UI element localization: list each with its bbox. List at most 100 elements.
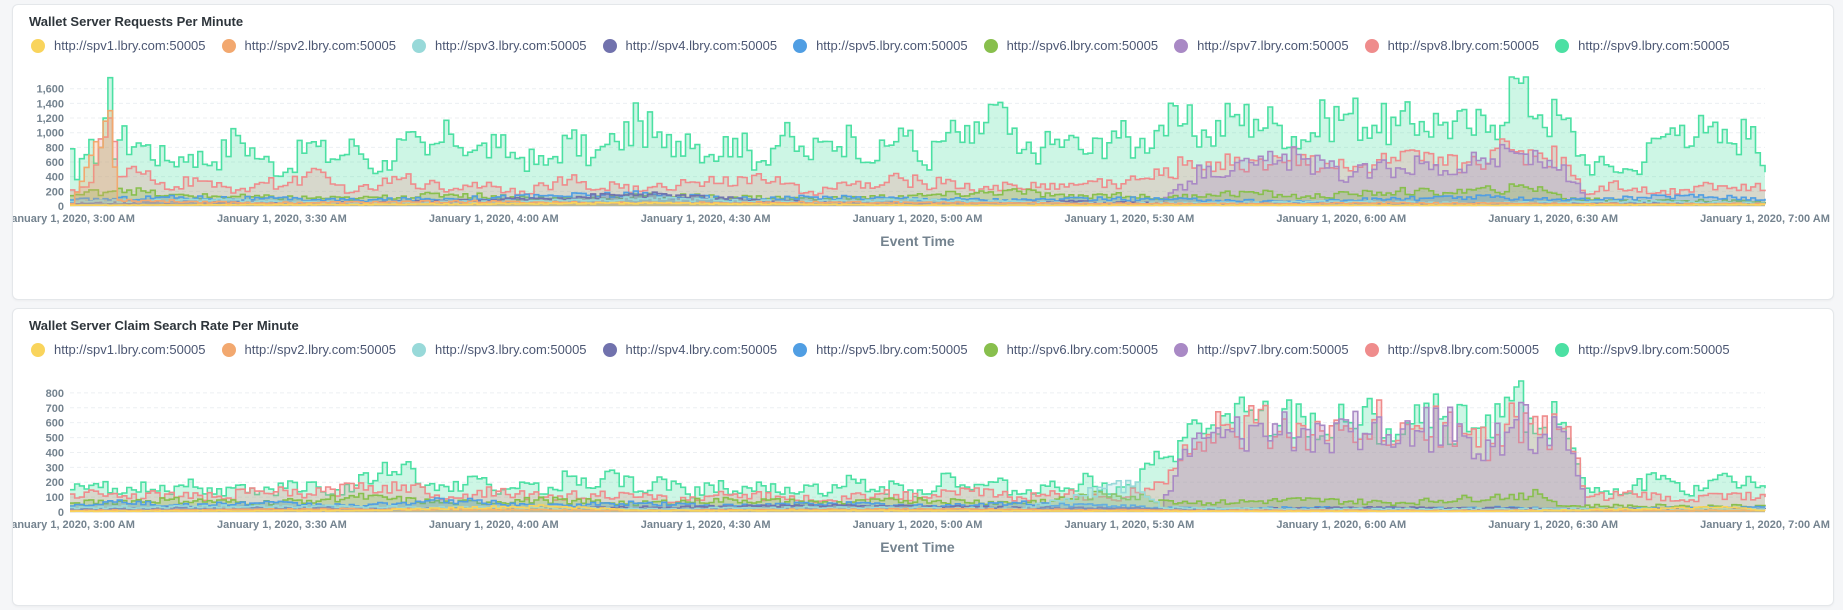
series-area[interactable] [70, 77, 1765, 206]
y-tick-label: 1,400 [36, 98, 64, 110]
legend-label: http://spv8.lbry.com:50005 [1387, 342, 1540, 357]
y-tick-label: 600 [46, 418, 64, 430]
legend-swatch [31, 38, 45, 53]
y-tick-label: 0 [58, 201, 64, 213]
series-line[interactable] [70, 190, 1766, 203]
y-tick-label: 200 [46, 186, 64, 198]
series-group [70, 380, 1766, 513]
legend-label: http://spv5.lbry.com:50005 [816, 38, 968, 53]
series-area[interactable] [70, 505, 1765, 512]
y-tick-label: 500 [46, 433, 64, 445]
y-tick-label: 400 [46, 447, 64, 459]
x-tick-label: January 1, 2020, 5:00 AM [853, 213, 983, 225]
x-tick-label: January 1, 2020, 5:30 AM [1064, 519, 1194, 531]
y-tick-label: 200 [46, 477, 64, 489]
legend-item[interactable]: http://spv3.lbry.com:50005 [412, 38, 587, 53]
x-tick-label: January 1, 2020, 7:00 AM [1700, 213, 1830, 225]
x-tick-label: January 1, 2020, 7:00 AM [1700, 519, 1830, 531]
x-tick-label: January 1, 2020, 6:30 AM [1488, 213, 1618, 225]
legend-label: http://spv5.lbry.com:50005 [816, 342, 968, 357]
x-axis: January 1, 2020, 3:00 AM January 1, 2020,… [13, 213, 1830, 249]
legend-item[interactable]: http://spv3.lbry.com:50005 [412, 342, 587, 357]
x-tick-label: January 1, 2020, 5:30 AM [1064, 213, 1194, 225]
x-tick-label: January 1, 2020, 4:30 AM [641, 519, 771, 531]
legend-item[interactable]: http://spv4.lbry.com:50005 [602, 38, 778, 53]
series-area[interactable] [70, 144, 1765, 206]
x-tick-label: January 1, 2020, 3:00 AM [13, 213, 135, 225]
x-tick-label: January 1, 2020, 4:00 AM [429, 519, 559, 531]
series-line[interactable] [70, 76, 1766, 181]
legend-swatch [1555, 342, 1570, 357]
x-tick-label: January 1, 2020, 6:30 AM [1488, 519, 1618, 531]
y-tick-label: 1,200 [36, 113, 64, 125]
y-tick-label: 800 [46, 142, 64, 154]
requests-chart[interactable]: 0 200 400 600 800 1,000 1,200 1,400 1,600 January… [13, 5, 1833, 299]
legend-item[interactable]: http://spv5.lbry.com:50005 [793, 38, 968, 53]
series-area[interactable] [70, 381, 1765, 512]
series-line[interactable] [70, 488, 1766, 509]
legend-item[interactable]: http://spv8.lbry.com:50005 [1364, 38, 1540, 53]
legend-swatch [1364, 342, 1379, 357]
legend-swatch [602, 38, 617, 53]
legend-item[interactable]: http://spv1.lbry.com:50005 [31, 38, 206, 53]
series-line[interactable] [70, 504, 1766, 513]
legend-label: http://spv4.lbry.com:50005 [625, 38, 778, 53]
legend-item[interactable]: http://spv7.lbry.com:50005 [1174, 342, 1349, 357]
legend-item[interactable]: http://spv6.lbry.com:50005 [983, 342, 1159, 357]
y-tick-label: 0 [58, 507, 64, 519]
series-line[interactable] [70, 117, 1766, 196]
legend-label: http://spv9.lbry.com:50005 [1578, 38, 1730, 53]
legend-swatch [1174, 38, 1189, 53]
legend-item[interactable]: http://spv8.lbry.com:50005 [1364, 342, 1540, 357]
series-group [70, 76, 1766, 207]
legend-item[interactable]: http://spv7.lbry.com:50005 [1174, 38, 1349, 53]
series-line[interactable] [70, 479, 1765, 511]
legend-item[interactable]: http://spv2.lbry.com:50005 [221, 38, 396, 53]
legend-swatch [412, 342, 427, 357]
legend-item[interactable]: http://spv5.lbry.com:50005 [793, 342, 968, 357]
legend-swatch [983, 342, 998, 357]
legend-item[interactable]: http://spv6.lbry.com:50005 [983, 38, 1158, 53]
y-tick-label: 800 [46, 388, 64, 400]
series-area[interactable] [70, 192, 1765, 206]
x-tick-label: January 1, 2020, 3:00 AM [13, 519, 135, 531]
legend-swatch [602, 342, 617, 357]
legend-swatch [31, 342, 45, 357]
legend-item[interactable]: http://spv4.lbry.com:50005 [602, 342, 778, 357]
series-area[interactable] [70, 118, 1765, 206]
requests-chart-card: Wallet Server Requests Per Minute http:/… [12, 4, 1834, 300]
legend-swatch [1364, 38, 1379, 53]
y-tick-label: 400 [46, 172, 64, 184]
legend-item[interactable]: http://spv2.lbry.com:50005 [221, 342, 397, 357]
x-axis: January 1, 2020, 3:00 AM January 1, 2020,… [13, 519, 1830, 555]
x-axis-title: Event Time [880, 539, 955, 555]
chart-title[interactable]: Wallet Server Requests Per Minute [29, 14, 244, 29]
legend-swatch [793, 38, 808, 53]
legend-item[interactable]: http://spv9.lbry.com:50005 [1555, 38, 1730, 53]
claim-search-chart-card: Wallet Server Claim Search Rate Per Minu… [12, 308, 1834, 606]
series-line[interactable] [70, 380, 1766, 499]
legend-item[interactable]: http://spv9.lbry.com:50005 [1555, 342, 1730, 357]
legend-swatch [983, 38, 998, 53]
legend-label: http://spv1.lbry.com:50005 [54, 38, 206, 53]
chart-title[interactable]: Wallet Server Claim Search Rate Per Minu… [29, 318, 299, 333]
legend-label: http://spv2.lbry.com:50005 [244, 342, 397, 357]
legend-swatch [221, 38, 236, 53]
y-tick-label: 600 [46, 157, 64, 169]
legend-swatch [1555, 38, 1570, 53]
series-line[interactable] [70, 109, 1765, 206]
claim-search-chart[interactable]: 0 100 200 300 400 500 600 700 800 January 1, 2020… [13, 309, 1833, 605]
y-tick-label: 1,600 [36, 84, 64, 96]
legend-label: http://spv4.lbry.com:50005 [625, 342, 778, 357]
series-area[interactable] [70, 402, 1765, 512]
legend-label: http://spv6.lbry.com:50005 [1006, 342, 1159, 357]
x-tick-label: January 1, 2020, 5:00 AM [853, 519, 983, 531]
y-tick-label: 700 [46, 403, 64, 415]
x-tick-label: January 1, 2020, 6:00 AM [1276, 519, 1406, 531]
series-line[interactable] [70, 201, 1766, 207]
series-area[interactable] [70, 400, 1765, 512]
legend: http://spv1.lbry.com:50005 http://spv2.lb… [31, 38, 1746, 53]
legend-item[interactable]: http://spv1.lbry.com:50005 [31, 342, 206, 357]
legend-label: http://spv9.lbry.com:50005 [1578, 342, 1730, 357]
legend-label: http://spv8.lbry.com:50005 [1387, 38, 1540, 53]
